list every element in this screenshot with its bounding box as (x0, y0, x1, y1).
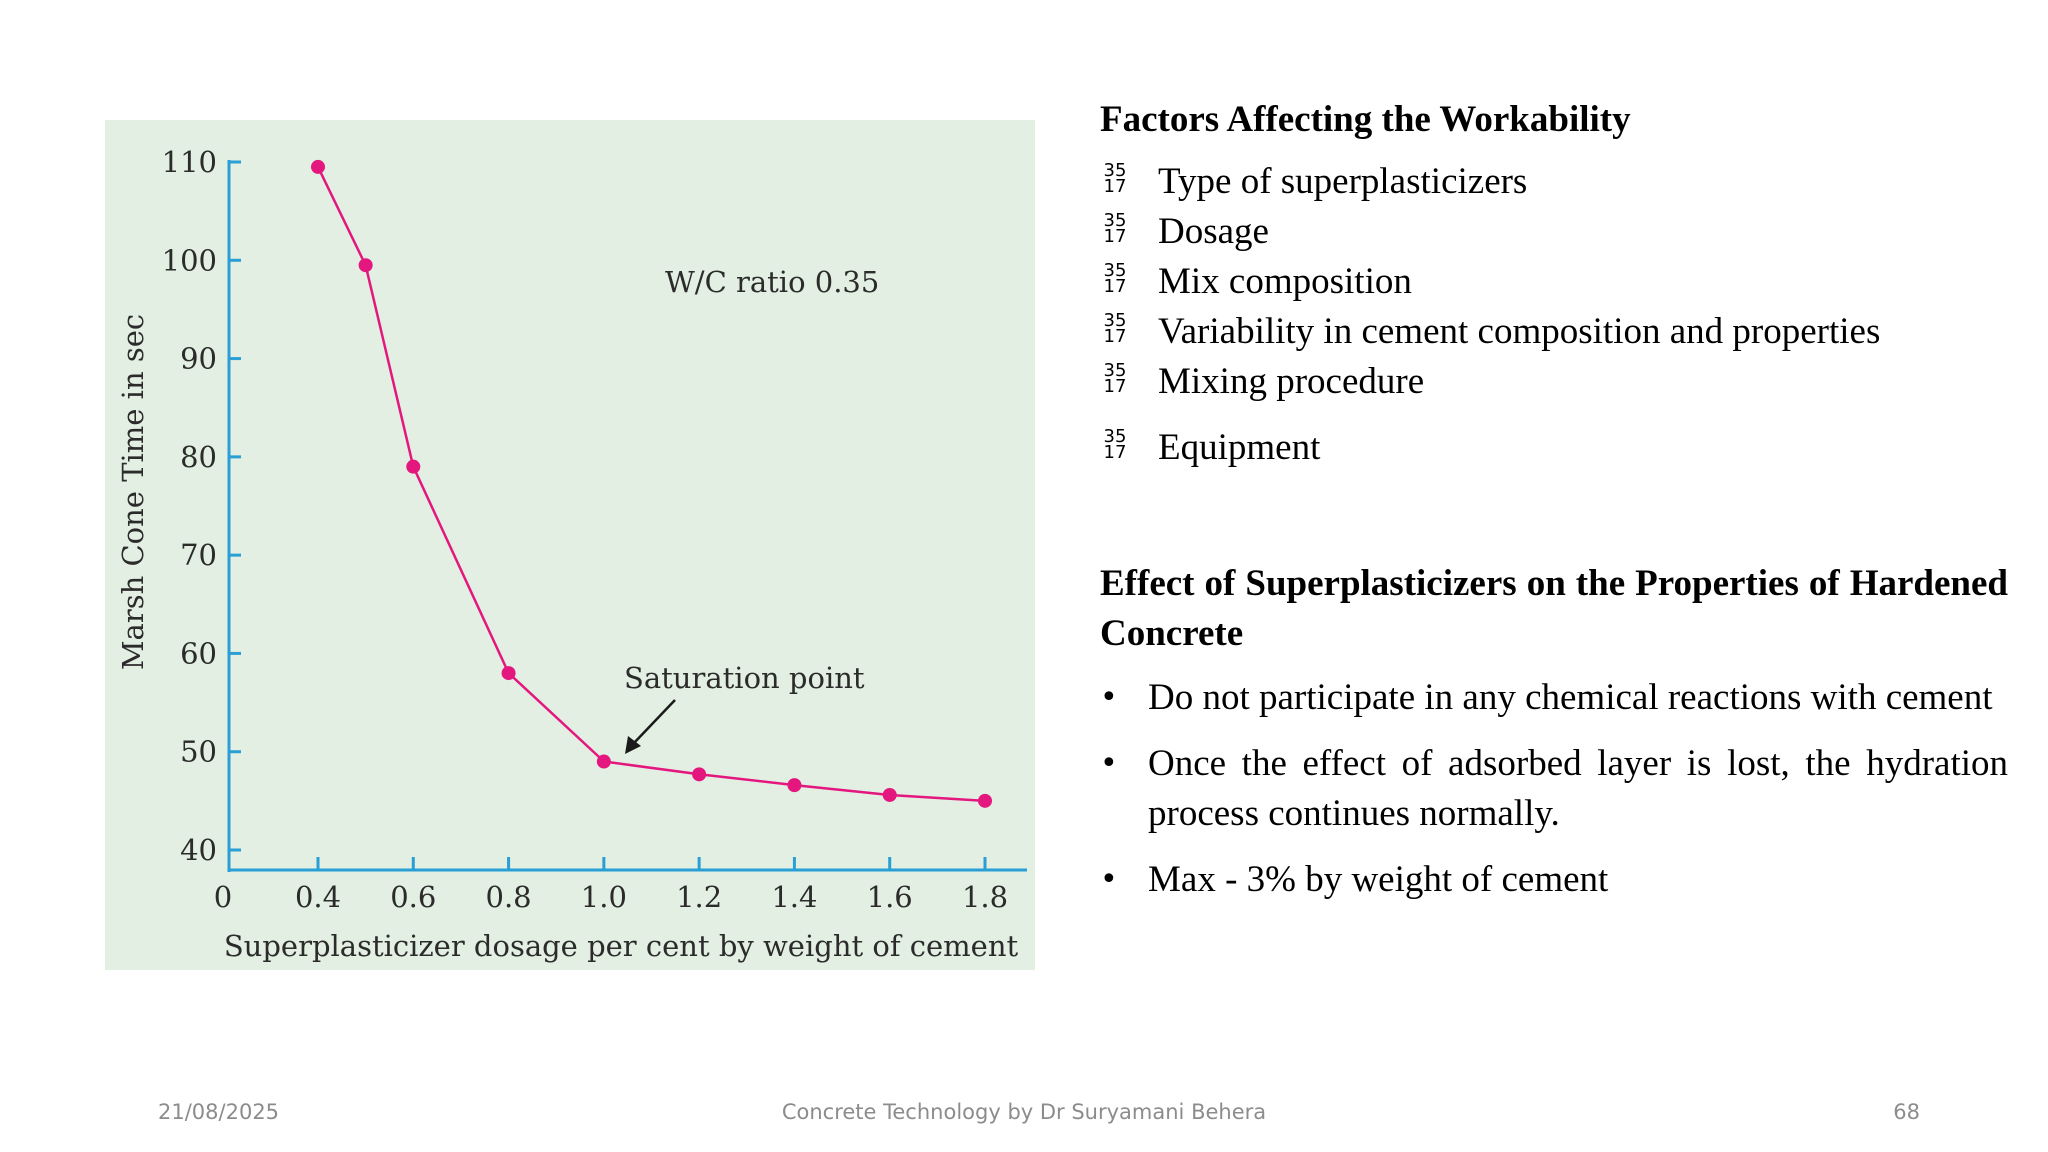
effects-list: • Do not participate in any chemical rea… (1100, 673, 2008, 905)
data-point (358, 258, 373, 273)
effect-text: Do not participate in any chemical react… (1148, 677, 1993, 718)
factor-text: Equipment (1158, 427, 1321, 468)
effects-heading: Effect of Superplasticizers on the Prope… (1100, 563, 2008, 654)
x-tick-label: 1.0 (581, 880, 627, 914)
factor-text: Mixing procedure (1158, 361, 1425, 402)
y-tick-label: 60 (180, 636, 217, 670)
x-axis-title: Superplasticizer dosage per cent by weig… (224, 929, 1019, 963)
data-point (978, 793, 992, 808)
effect-item: • Once the effect of adsorbed layer is l… (1100, 739, 2008, 839)
bullet-icon: • (1100, 862, 1118, 897)
x-tick-label: 1.4 (771, 880, 817, 914)
saturation-arrow (625, 699, 676, 754)
factor-text: Type of superplasticizers (1158, 161, 1528, 202)
effect-text: Once the effect of adsorbed layer is los… (1148, 743, 2008, 834)
effect-text: Max - 3% by weight of cement (1148, 859, 1609, 900)
y-axis-title: Marsh Cone Time in sec (116, 314, 150, 670)
factor-item: 35 17 Type of superplasticizers (1100, 157, 2008, 207)
factor-text: Dosage (1158, 211, 1269, 252)
factor-item: 35 17 Equipment (1100, 423, 2008, 473)
footer-page-number: 68 (1893, 1100, 1920, 1124)
data-point (596, 754, 611, 769)
slide-text: Factors Affecting the Workability 35 17 T… (1100, 95, 2008, 921)
footer-title: Concrete Technology by Dr Suryamani Behe… (781, 1100, 1267, 1124)
bullet-icon: • (1100, 680, 1118, 715)
list-glyph-icon: 35 17 (1103, 260, 1127, 297)
factor-item: 35 17 Mixing procedure (1100, 357, 2008, 407)
data-point (406, 459, 421, 474)
x-tick-label: 0.6 (390, 880, 436, 914)
list-glyph-icon: 35 17 (1103, 160, 1127, 197)
bullet-icon: • (1100, 746, 1118, 781)
wc-ratio-annotation: W/C ratio 0.35 (665, 265, 879, 299)
data-point (501, 666, 516, 681)
factor-item: 35 17 Dosage (1100, 207, 2008, 257)
y-tick-label: 110 (162, 145, 217, 179)
factor-text: Mix composition (1158, 261, 1412, 302)
factors-heading: Factors Affecting the Workability (1100, 99, 1631, 140)
saturation-point-label: Saturation point (624, 661, 865, 695)
list-glyph-icon: 35 17 (1103, 426, 1127, 463)
factor-item: 35 17 Variability in cement composition a… (1100, 307, 2008, 357)
y-tick-label: 70 (180, 538, 217, 572)
y-tick-label: 50 (180, 735, 217, 769)
data-point (882, 787, 897, 802)
factors-list: 35 17 Type of superplasticizers 35 17 Dosa… (1100, 157, 2008, 473)
x-tick-label: 0 (214, 880, 232, 914)
effect-item: • Do not participate in any chemical rea… (1100, 673, 2008, 723)
marsh-cone-chart: 40 50 60 70 80 90 100 110 0 0.4 0.6 0.8 1.0 1.2 1.4 1.… (116, 145, 1027, 963)
x-tick-label: 1.2 (676, 880, 722, 914)
footer-date: 21/08/2025 (158, 1100, 280, 1124)
data-point (311, 159, 325, 174)
x-tick-label: 1.6 (867, 880, 913, 914)
x-tick-label: 1.8 (962, 880, 1008, 914)
factor-item: 35 17 Mix composition (1100, 257, 2008, 307)
y-tick-label: 100 (162, 243, 217, 277)
y-tick-label: 40 (180, 833, 217, 867)
chart-panel: 40 50 60 70 80 90 100 110 0 0.4 0.6 0.8 1.0 1.2 1.4 1.… (105, 120, 1035, 970)
y-tick-label: 90 (180, 342, 217, 376)
effect-item: • Max - 3% by weight of cement (1100, 855, 2008, 905)
data-point (692, 767, 707, 782)
x-tick-label: 0.8 (486, 880, 532, 914)
x-tick-label: 0.4 (295, 880, 341, 914)
series-line (316, 166, 986, 803)
list-glyph-icon: 35 17 (1103, 310, 1127, 347)
factor-text: Variability in cement composition and pr… (1158, 311, 1881, 352)
y-tick-label: 80 (180, 440, 217, 474)
list-glyph-icon: 35 17 (1103, 210, 1127, 247)
data-point (787, 778, 802, 793)
list-glyph-icon: 35 17 (1103, 360, 1127, 397)
